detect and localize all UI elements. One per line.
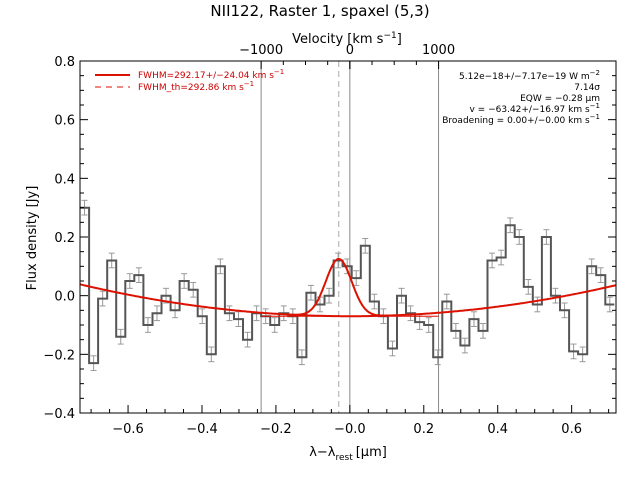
y-axis-label: Flux density [Jy]	[25, 186, 40, 291]
annotation-main: 7.14σ	[574, 83, 600, 93]
x-axis-label: λ−λrest [μm]	[309, 445, 387, 463]
x-tick-label: −0.4	[186, 422, 218, 437]
annotation-main: Broadening = 0.00+/−0.00 km s	[442, 116, 590, 126]
x-axis-label-sub: rest	[335, 453, 353, 463]
annotation-sup: −1	[590, 102, 600, 110]
y-tick-label: −0.4	[43, 407, 75, 422]
top-axis-label-text: Velocity [km s	[292, 32, 384, 47]
spectrum-line	[80, 206, 615, 365]
legend-label-text: FWHM_th=292.86 km s	[138, 83, 244, 93]
y-tick-label: −0.2	[43, 348, 75, 363]
top-axis-label-end: ]	[397, 32, 402, 47]
legend-label-sup: −1	[274, 68, 284, 76]
legend-label: FWHM=292.17+/−24.04 km s−1	[138, 68, 284, 81]
top-axis-label: Velocity [km s−1]	[292, 31, 402, 47]
x-tick-label: 0.4	[487, 422, 508, 437]
x-tick-label: 0.2	[413, 422, 434, 437]
x-axis-label-unit: [μm]	[356, 445, 387, 460]
y-tick-label: 0.2	[54, 231, 75, 246]
top-tick-label: −1000	[239, 43, 283, 58]
x-axis-label-text: λ−λ	[309, 445, 336, 460]
fit-gaussian-curve	[287, 257, 391, 317]
legend-label-sup: −1	[244, 80, 254, 88]
annotation-sup: −1	[590, 113, 600, 121]
annotation-text: Broadening = 0.00+/−0.00 km s−1	[442, 113, 600, 126]
annotation-sup: −2	[590, 69, 600, 77]
y-tick-label: 0.4	[54, 172, 75, 187]
x-tick-label: 0.6	[561, 422, 582, 437]
top-tick-label: 0	[346, 43, 354, 58]
chart-title: NII122, Raster 1, spaxel (5,3)	[210, 2, 429, 20]
plot-area: −0.6 −0.4 −0.2 −0.0 0.2 0.4 0.6 −1000 0 1000 −0.4 −…	[43, 43, 617, 437]
y-tick-label: 0.6	[54, 114, 75, 129]
top-axis-label-sup: −1	[383, 31, 396, 41]
annotation-text: v = −63.42+/−16.97 km s−1	[470, 102, 601, 115]
legend-label-text: FWHM=292.17+/−24.04 km s	[138, 71, 274, 81]
annotation-text: 7.14σ	[574, 83, 600, 93]
y-tick-label: 0.8	[54, 55, 75, 70]
annotation-text: EQW = −0.28 μm	[520, 94, 600, 104]
legend-label: FWHM_th=292.86 km s−1	[138, 80, 254, 93]
y-tick-label: 0.0	[54, 290, 75, 305]
x-tick-label: −0.0	[334, 422, 366, 437]
x-tick-label: −0.2	[260, 422, 292, 437]
annotation-main: v = −63.42+/−16.97 km s	[470, 105, 590, 115]
x-tick-label: −0.6	[112, 422, 144, 437]
annotation-main: 5.12e−18+/−7.17e−19 W m	[459, 72, 590, 82]
annotation-text: 5.12e−18+/−7.17e−19 W m−2	[459, 69, 600, 82]
top-tick-label: 1000	[422, 43, 455, 58]
annotation-main: EQW = −0.28 μm	[520, 94, 600, 104]
